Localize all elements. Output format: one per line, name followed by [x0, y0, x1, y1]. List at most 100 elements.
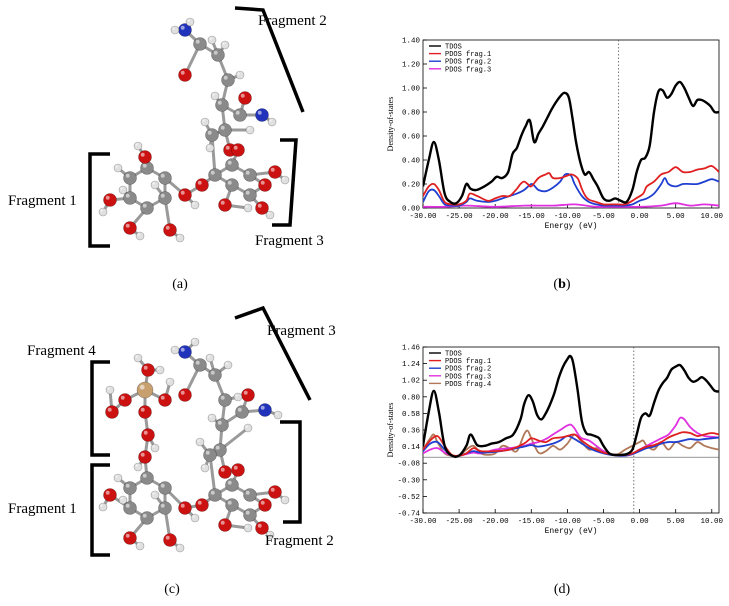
hydrogen-atom [113, 473, 123, 483]
hydrogen-atom [185, 17, 195, 27]
atom-highlight [237, 72, 240, 75]
atom-highlight [225, 145, 230, 150]
hydrogen-atom [200, 463, 210, 473]
hydrogen-atom [190, 513, 200, 523]
hydrogen-atom [205, 353, 215, 363]
oxygen-atom [103, 193, 117, 207]
panel-a-tag: (a) [172, 277, 188, 292]
legend-entry: PDOS frag.2 [445, 59, 491, 67]
hydrogen-atom [267, 117, 277, 127]
oxygen-atom [218, 465, 232, 479]
y-tick-label: 0.58 [402, 411, 420, 419]
carbon-atom [225, 158, 239, 172]
legend-entry: PDOS frag.1 [445, 358, 491, 366]
oxygen-atom [158, 393, 172, 407]
carbon-atom [243, 188, 257, 202]
hydrogen-atom [170, 25, 180, 35]
oxygen-atom [138, 450, 152, 464]
carbon-atom [193, 37, 207, 51]
hydrogen-atom [135, 231, 145, 241]
fragment-3-label: Fragment 3 [267, 323, 336, 339]
hydrogen-atom [223, 360, 233, 370]
hydrogen-atom [243, 523, 253, 533]
atom-highlight [220, 467, 225, 472]
bond [210, 134, 217, 176]
hydrogen-atom [205, 143, 215, 153]
atom-highlight [247, 127, 250, 130]
oxygen-atom [241, 388, 255, 402]
y-tick-label: 0.36 [402, 428, 421, 436]
x-axis-label: Energy (eV) [545, 527, 598, 536]
hydrogen-atom [195, 437, 205, 447]
oxygen-atom [118, 393, 132, 407]
oxygen-atom [103, 488, 117, 502]
carbon-atom [123, 481, 137, 495]
atom-highlight [167, 379, 170, 382]
fragment-3-bracket [234, 305, 312, 401]
x-tick-label: 10.00 [701, 518, 724, 526]
atom-highlight [120, 497, 123, 500]
hydrogen-atom [245, 125, 255, 135]
y-tick-label: -0.52 [397, 494, 420, 502]
atom-highlight [260, 405, 265, 410]
x-tick-label: -20.00 [482, 213, 510, 221]
atom-highlight [220, 395, 225, 400]
atom-highlight [220, 125, 225, 130]
oxygen-atom [178, 188, 192, 202]
atom-highlight [245, 205, 248, 208]
carbon-atom [158, 191, 172, 205]
fragment-3-bracket [272, 138, 298, 227]
atom-highlight [267, 212, 270, 215]
atom-highlight [275, 412, 278, 415]
y-tick-label: -0.30 [397, 477, 420, 485]
carbon-atom [158, 481, 172, 495]
oxygen-atom [123, 531, 137, 545]
atom-highlight [237, 407, 242, 412]
nitrogen-atom [255, 108, 269, 122]
x-tick-label: -25.00 [446, 518, 474, 526]
legend-entry: PDOS frag.2 [445, 366, 491, 374]
series-line-pdos-frag-3 [423, 416, 719, 457]
phosphorus-atom [136, 381, 154, 399]
oxygen-atom [178, 68, 192, 82]
fragment-1-label: Fragment 1 [8, 501, 77, 517]
atom-highlight [235, 394, 238, 397]
y-tick-label: 0.40 [402, 158, 421, 166]
fragment-4-label: Fragment 4 [27, 343, 96, 359]
atom-highlight [107, 387, 110, 390]
oxygen-atom [195, 178, 209, 192]
carbon-atom [140, 511, 154, 525]
hydrogen-atom [207, 413, 217, 423]
y-tick-label: 1.46 [402, 345, 421, 353]
atom-highlight [215, 445, 220, 450]
hydrogen-atom [105, 385, 115, 395]
panel-d-chart: 1.46 1.24 1.02 0.80 0.58 0.36 0.14 -0.08 -0.30 -0… [386, 345, 724, 598]
x-tick-label: 0.00 [631, 518, 650, 526]
atom-highlight [177, 235, 180, 238]
atom-highlight [120, 395, 125, 400]
atom-highlight [192, 202, 195, 205]
atom-highlight [233, 145, 238, 150]
atom-highlight [187, 19, 190, 22]
carbon-atom [233, 108, 247, 122]
atom-highlight [180, 25, 185, 30]
series-line-tdos [423, 354, 719, 459]
molecule-structure [98, 337, 290, 553]
oxygen-atom [231, 463, 245, 477]
oxygen-atom [141, 428, 155, 442]
atom-highlight [160, 483, 165, 488]
atom-highlight [257, 523, 262, 528]
series-line-pdos-frag-3 [423, 202, 719, 208]
series-line-pdos-frag-1 [423, 431, 719, 457]
atom-highlight [125, 173, 130, 178]
atom-highlight [245, 490, 250, 495]
carbon-atom [193, 358, 207, 372]
x-tick-label: 5.00 [667, 518, 686, 526]
legend-entry: PDOS frag.4 [445, 381, 491, 389]
atom-highlight [205, 450, 210, 455]
hydrogen-atom [233, 392, 243, 402]
hydrogen-atom [280, 175, 290, 185]
atom-highlight [195, 39, 200, 44]
atom-highlight [260, 500, 265, 505]
